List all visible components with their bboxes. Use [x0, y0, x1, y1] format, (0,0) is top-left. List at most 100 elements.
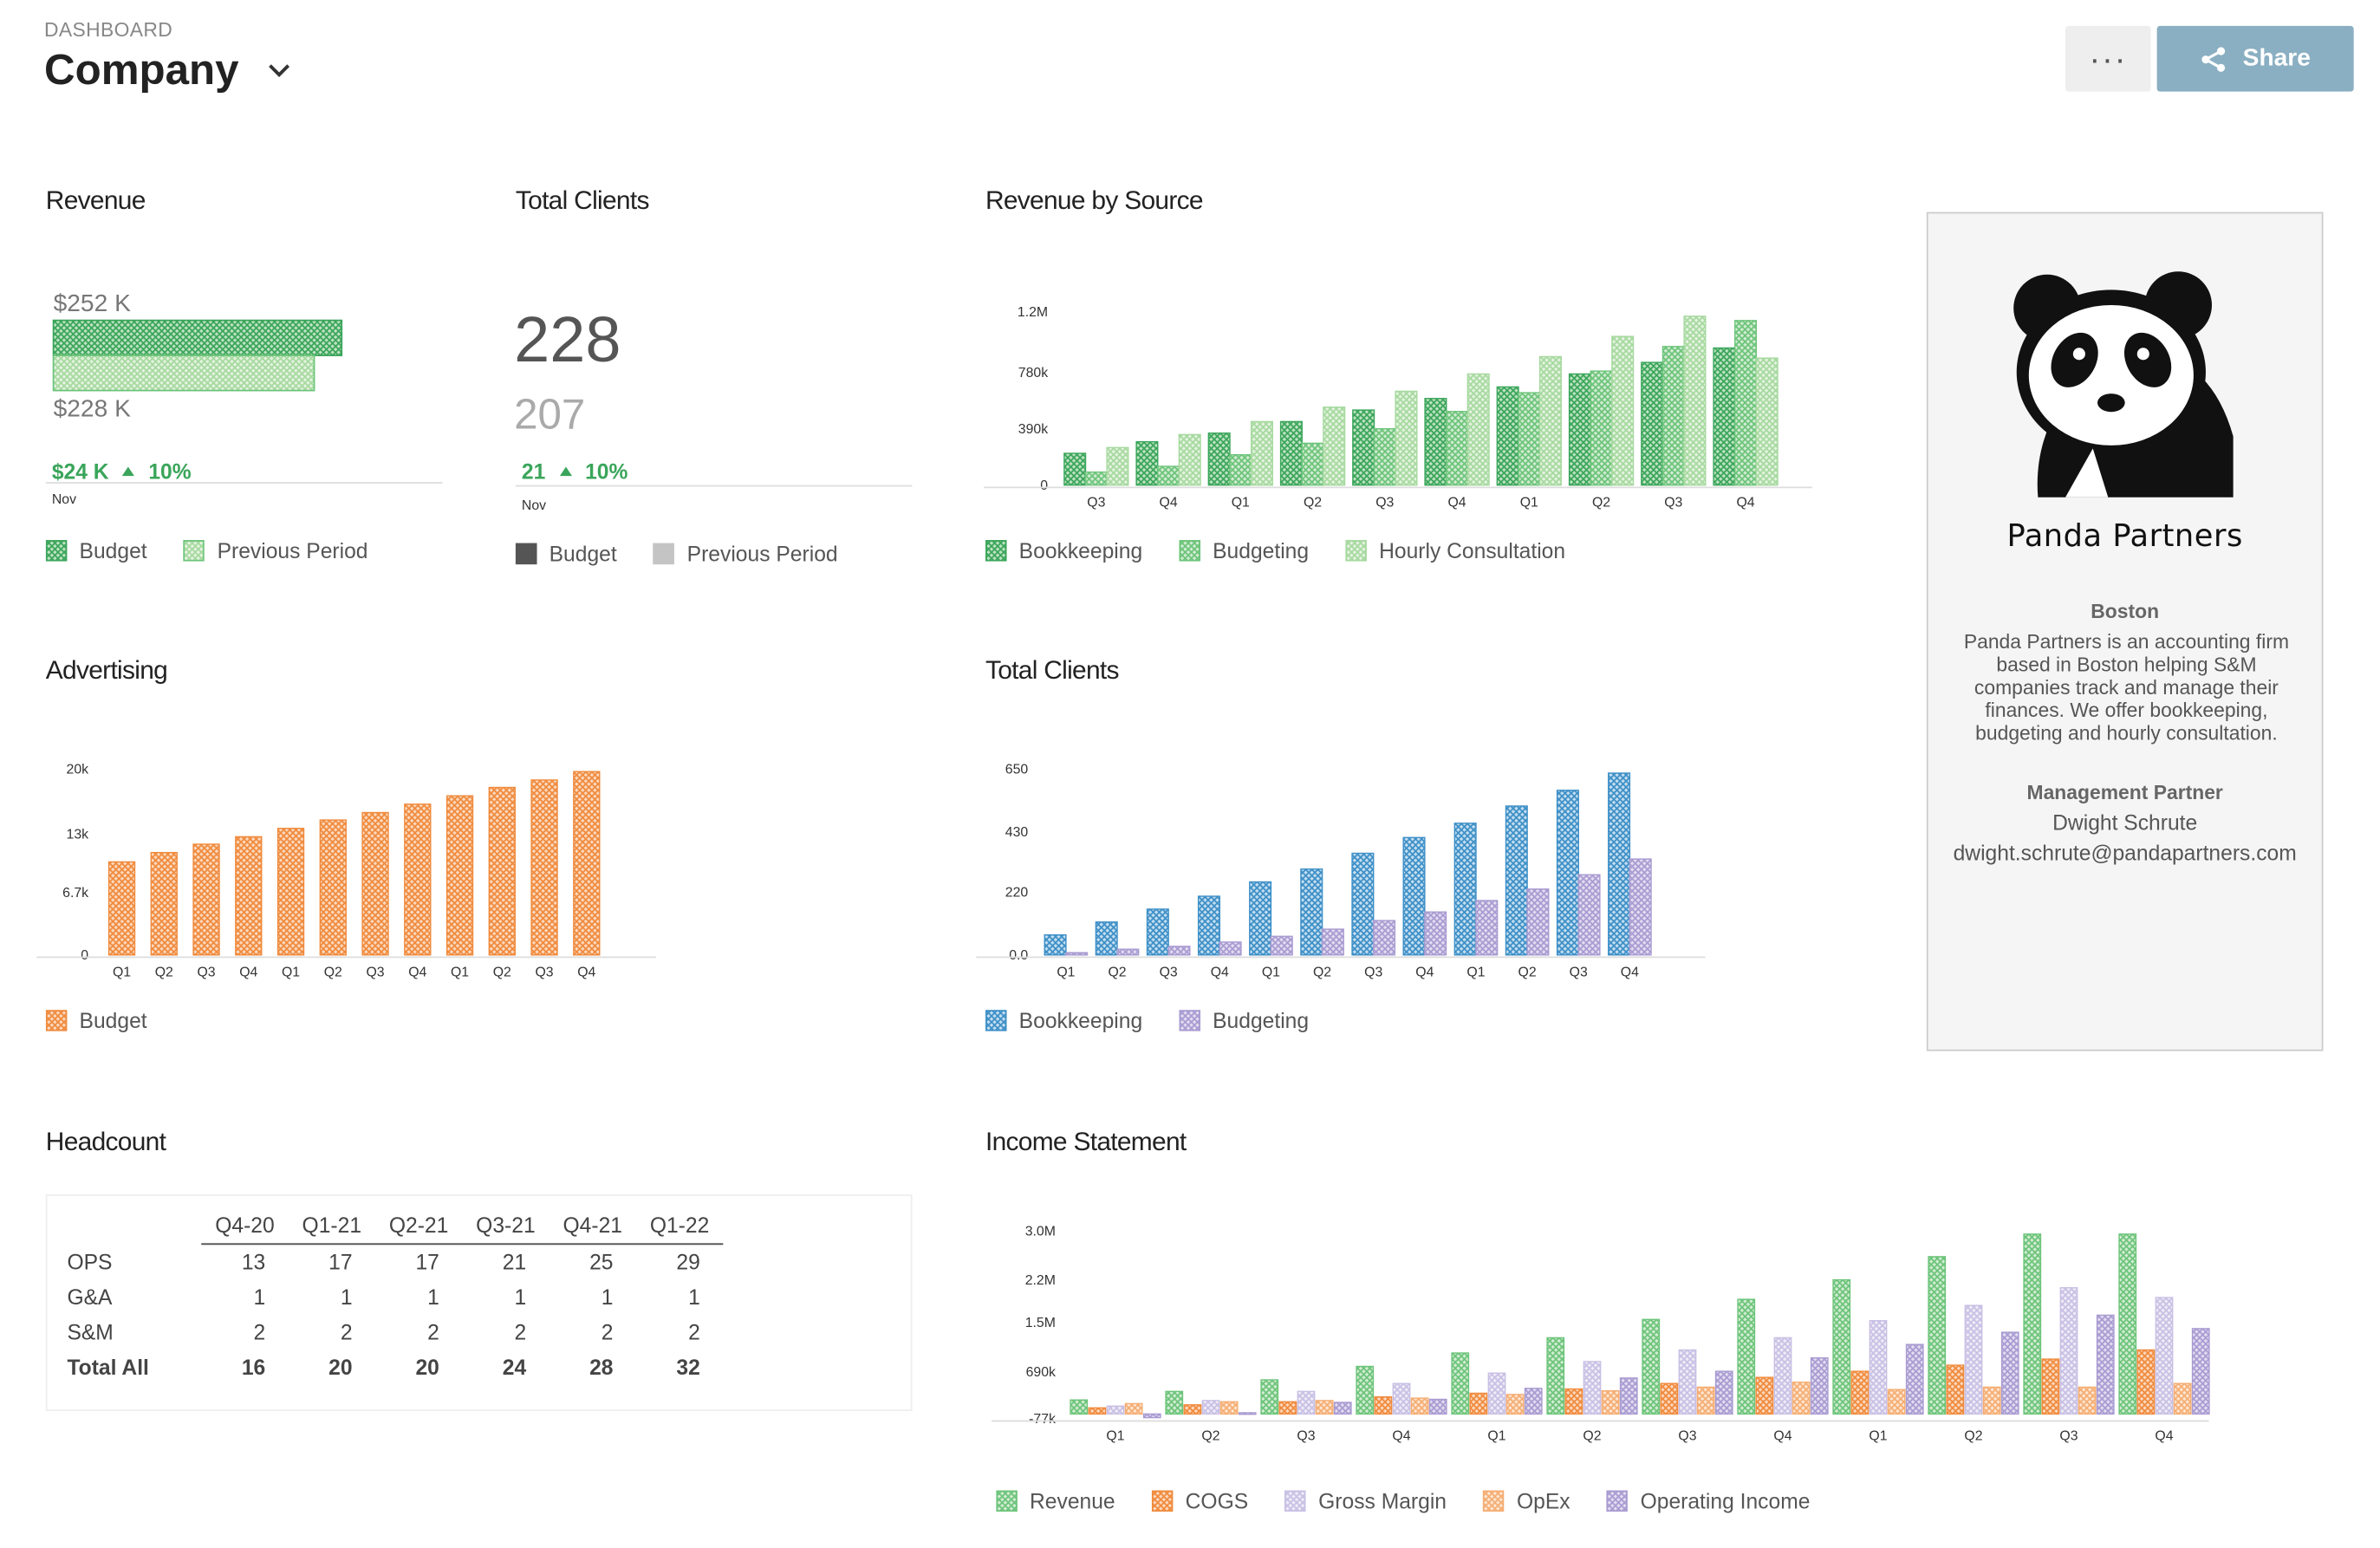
bar-bookkeeping[interactable] [1351, 852, 1375, 956]
legend-item-bookkeeping[interactable]: Bookkeeping [985, 1008, 1142, 1033]
bar-budgeting[interactable] [1446, 411, 1469, 486]
bar-budget[interactable] [192, 843, 220, 956]
contact-email[interactable]: dwight.schrute@pandapartners.com [1953, 840, 2297, 865]
bar-opex[interactable] [2173, 1382, 2192, 1415]
bar-bookkeeping[interactable] [1197, 895, 1221, 956]
bar-opex[interactable] [1124, 1402, 1143, 1415]
bar-bookkeeping[interactable] [1279, 420, 1303, 486]
bar-bookkeeping[interactable] [1608, 772, 1631, 956]
bar-bookkeeping[interactable] [1453, 823, 1477, 956]
bar-budgeting[interactable] [1373, 428, 1396, 486]
bar-operating-income[interactable] [2096, 1314, 2115, 1415]
bar-operating-income[interactable] [1714, 1370, 1733, 1415]
bar-opex[interactable] [1792, 1382, 1811, 1415]
bar-hourly-consultation[interactable] [1755, 357, 1778, 486]
bar-cogs[interactable] [2041, 1358, 2060, 1415]
bar-operating-income[interactable] [1619, 1377, 1638, 1415]
bar-budget[interactable] [488, 786, 516, 956]
bar-bookkeeping[interactable] [1496, 386, 1519, 486]
bar-hourly-consultation[interactable] [1106, 446, 1129, 486]
legend-item-cogs[interactable]: COGS [1151, 1489, 1248, 1513]
bar-budgeting[interactable] [1661, 346, 1685, 486]
bar-bookkeeping[interactable] [1135, 441, 1159, 486]
bar-budgeting[interactable] [1373, 920, 1396, 956]
bar-cogs[interactable] [1660, 1382, 1679, 1415]
bar-budget[interactable] [445, 795, 474, 956]
bar-budgeting[interactable] [1475, 900, 1499, 956]
bar-bookkeeping[interactable] [1249, 881, 1272, 956]
legend-item-gross-margin[interactable]: Gross Margin [1284, 1489, 1447, 1513]
bar-operating-income[interactable] [1428, 1398, 1447, 1415]
bar-cogs[interactable] [1755, 1376, 1774, 1415]
bar-bookkeeping[interactable] [1505, 805, 1528, 956]
bar-hourly-consultation[interactable] [1538, 355, 1562, 486]
bar-cogs[interactable] [1374, 1395, 1393, 1415]
bar-budget[interactable] [404, 803, 432, 956]
bar-opex[interactable] [1696, 1386, 1715, 1415]
bar-budget[interactable] [235, 836, 263, 956]
legend-item-previous-period[interactable]: Previous Period [653, 542, 838, 566]
bar-hourly-consultation[interactable] [1466, 373, 1490, 486]
bar-hourly-consultation[interactable] [1250, 420, 1273, 486]
bar-budget[interactable] [361, 811, 389, 956]
bar-opex[interactable] [1601, 1389, 1620, 1415]
bar-budgeting[interactable] [1321, 928, 1344, 956]
bar-cogs[interactable] [1469, 1392, 1488, 1415]
bar-opex[interactable] [2078, 1386, 2097, 1415]
bar-revenue[interactable] [1737, 1298, 1756, 1415]
dashboard-selector[interactable]: Company [44, 46, 290, 94]
bar-revenue[interactable] [2023, 1233, 2042, 1415]
bar-bookkeeping[interactable] [1063, 452, 1087, 486]
bar-budgeting[interactable] [1084, 471, 1108, 486]
bar-gross-margin[interactable] [1106, 1405, 1125, 1415]
bar-revenue[interactable] [1928, 1256, 1947, 1415]
bar-opex[interactable] [1887, 1389, 1906, 1415]
bar-opex[interactable] [1410, 1397, 1429, 1415]
bar-bookkeeping[interactable] [1402, 836, 1426, 956]
bar-operating-income[interactable] [1524, 1388, 1543, 1415]
bar-operating-income[interactable] [1810, 1356, 1829, 1415]
bar-bookkeeping[interactable] [1044, 933, 1067, 956]
bar-revenue[interactable] [1642, 1318, 1661, 1415]
legend-item-budget[interactable]: Budget [45, 538, 147, 563]
bar-revenue[interactable] [1832, 1278, 1851, 1415]
bar-budget[interactable] [573, 771, 601, 956]
more-options-button[interactable]: ··· [2065, 25, 2151, 92]
bar-budgeting[interactable] [1577, 874, 1601, 956]
bar-cogs[interactable] [1564, 1388, 1583, 1415]
share-button[interactable]: Share [2156, 25, 2354, 92]
bar-gross-margin[interactable] [1392, 1382, 1411, 1415]
bar-gross-margin[interactable] [1869, 1320, 1888, 1415]
bar-bookkeeping[interactable] [1568, 373, 1591, 486]
bar-revenue[interactable] [1260, 1379, 1279, 1415]
legend-item-bookkeeping[interactable]: Bookkeeping [985, 538, 1142, 563]
bar-budget[interactable] [530, 779, 558, 956]
bar-cogs[interactable] [1088, 1407, 1107, 1415]
bar-revenue[interactable] [1070, 1399, 1089, 1415]
bar-opex[interactable] [1505, 1394, 1525, 1415]
bar-gross-margin[interactable] [1583, 1361, 1602, 1415]
legend-item-budgeting[interactable]: Budgeting [1179, 538, 1309, 563]
bar-cogs[interactable] [1278, 1401, 1297, 1415]
legend-item-budget[interactable]: Budget [45, 1008, 147, 1033]
bar-gross-margin[interactable] [1487, 1372, 1506, 1415]
legend-item-previous-period[interactable]: Previous Period [183, 538, 368, 563]
legend-item-revenue[interactable]: Revenue [996, 1489, 1115, 1513]
bar-bookkeeping[interactable] [1352, 409, 1375, 486]
bar-budgeting[interactable] [1526, 888, 1550, 956]
bar-operating-income[interactable] [1905, 1343, 1924, 1415]
bar-gross-margin[interactable] [1201, 1400, 1220, 1415]
bar-gross-margin[interactable] [2059, 1287, 2078, 1415]
bar-budgeting[interactable] [1229, 454, 1252, 486]
legend-item-hourly-consultation[interactable]: Hourly Consultation [1345, 538, 1565, 563]
bar-bookkeeping[interactable] [1095, 921, 1118, 956]
bar-bookkeeping[interactable] [1713, 347, 1736, 486]
legend-item-opex[interactable]: OpEx [1483, 1489, 1570, 1513]
bar-revenue[interactable] [1165, 1390, 1184, 1415]
bar-bookkeeping[interactable] [1424, 398, 1447, 486]
bar-opex[interactable] [1982, 1386, 2001, 1415]
bar-bookkeeping[interactable] [1641, 361, 1664, 486]
bar-cogs[interactable] [2136, 1349, 2156, 1415]
bar-revenue[interactable] [2118, 1233, 2137, 1415]
bar-bookkeeping[interactable] [1556, 790, 1579, 956]
